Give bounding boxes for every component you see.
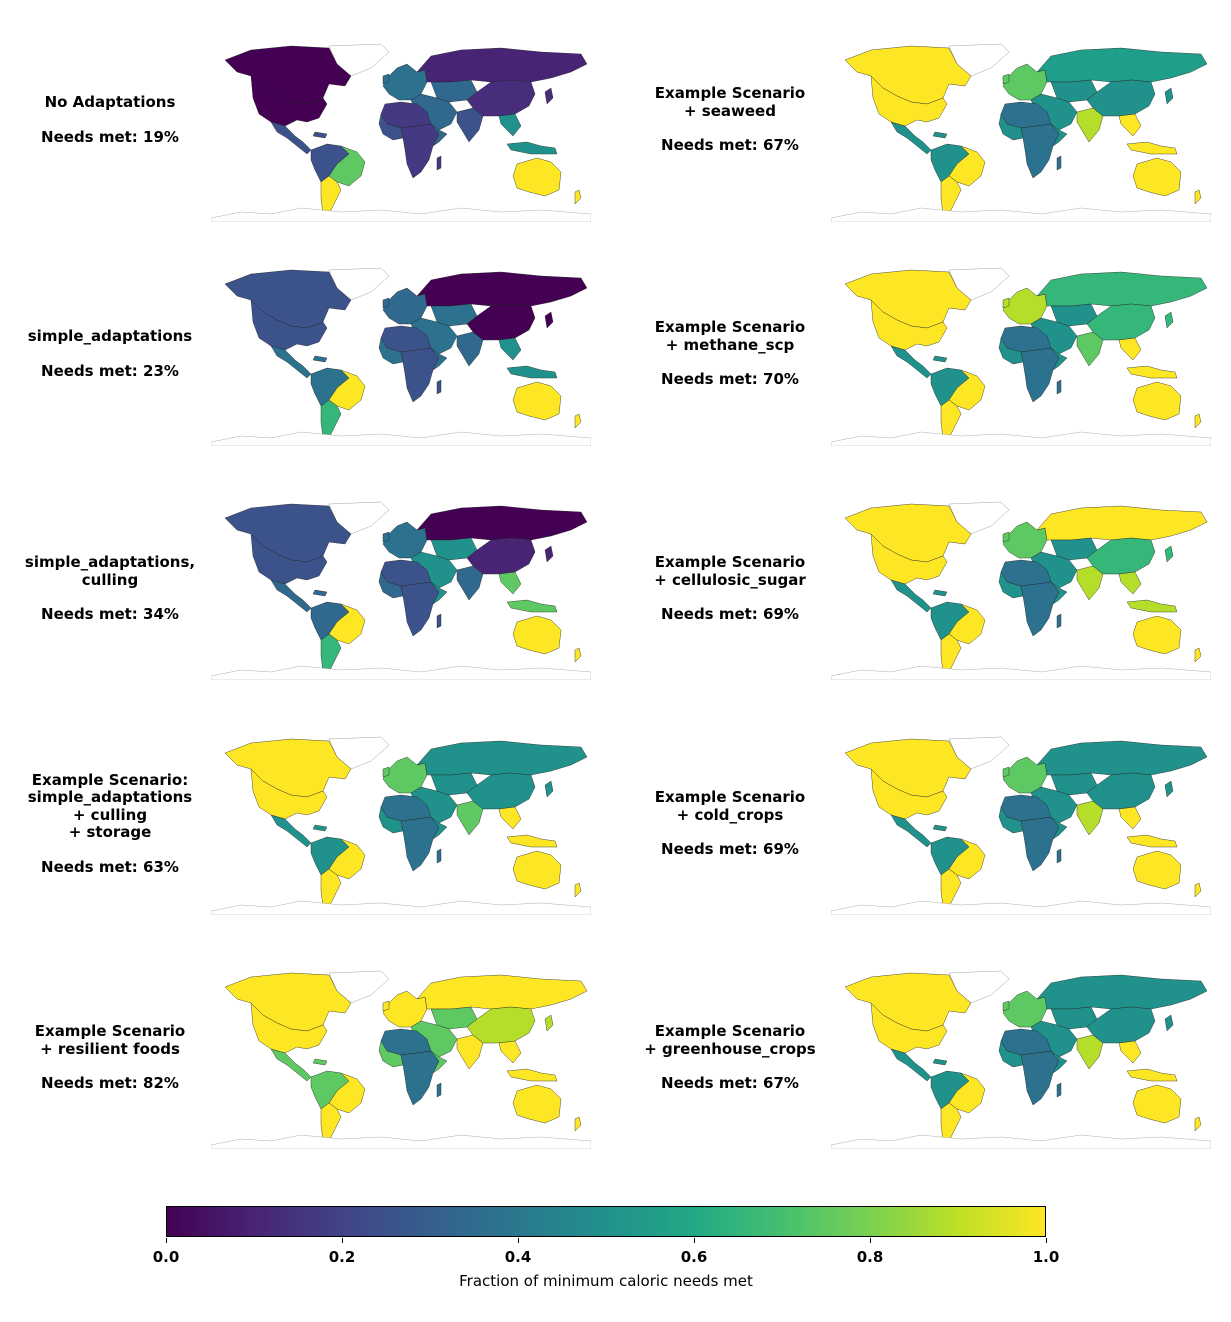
- colorbar-tick-mark: [694, 1238, 695, 1243]
- colorbar: [166, 1206, 1046, 1238]
- colorbar-tick-label: 1.0: [1032, 1248, 1060, 1266]
- panel-title: Example Scenario + resilient foods: [34, 1022, 186, 1058]
- world-map-2: [831, 42, 1211, 222]
- colorbar-tick-label: 0.6: [680, 1248, 708, 1266]
- world-map-9: [211, 969, 591, 1149]
- needs-met-value: Needs met: 19%: [41, 127, 179, 146]
- colorbar-gradient: [166, 1206, 1046, 1237]
- colorbar-tick-mark: [1046, 1238, 1047, 1243]
- colorbar-tick-mark: [166, 1238, 167, 1243]
- colorbar-tick-mark: [518, 1238, 519, 1243]
- colorbar-label: Fraction of minimum caloric needs met: [459, 1272, 753, 1290]
- colorbar-tick-label: 0.2: [328, 1248, 356, 1266]
- panel-label-7: Example Scenario: simple_adaptations + c…: [0, 770, 220, 877]
- panel-label-5: simple_adaptations, culling Needs met: 34…: [0, 554, 220, 624]
- colorbar-tick-mark: [342, 1238, 343, 1243]
- panel-label-4: Example Scenario + methane_scp Needs met:…: [620, 319, 840, 389]
- needs-met-value: Needs met: 69%: [661, 605, 799, 624]
- needs-met-value: Needs met: 63%: [41, 857, 179, 876]
- panel-title: No Adaptations: [44, 93, 176, 111]
- needs-met-value: Needs met: 67%: [661, 136, 799, 155]
- panel-title: Example Scenario + seaweed: [654, 84, 806, 120]
- world-map-5: [211, 500, 591, 680]
- panel-title: Example Scenario: simple_adaptations + c…: [27, 770, 193, 842]
- panel-label-8: Example Scenario + cold_crops Needs met: …: [620, 789, 840, 859]
- panel-label-10: Example Scenario + greenhouse_crops Needs…: [620, 1023, 840, 1093]
- needs-met-value: Needs met: 70%: [661, 370, 799, 389]
- world-map-8: [831, 735, 1211, 915]
- needs-met-value: Needs met: 82%: [41, 1074, 179, 1093]
- needs-met-value: Needs met: 23%: [41, 361, 179, 380]
- colorbar-tick-label: 0.0: [152, 1248, 180, 1266]
- world-map-6: [831, 500, 1211, 680]
- panel-title: Example Scenario + methane_scp: [654, 318, 806, 354]
- panel-label-9: Example Scenario + resilient foods Needs …: [0, 1023, 220, 1093]
- panel-label-1: No Adaptations Needs met: 19%: [0, 93, 220, 146]
- colorbar-tick-label: 0.4: [504, 1248, 532, 1266]
- colorbar-tick-label: 0.8: [856, 1248, 884, 1266]
- panel-label-3: simple_adaptations Needs met: 23%: [0, 327, 220, 380]
- panel-title: simple_adaptations, culling: [24, 553, 196, 589]
- world-map-7: [211, 735, 591, 915]
- world-map-10: [831, 969, 1211, 1149]
- needs-met-value: Needs met: 69%: [661, 840, 799, 859]
- panel-title: Example Scenario + cold_crops: [654, 788, 806, 824]
- panel-title: Example Scenario + cellulosic_sugar: [654, 553, 806, 589]
- world-map-1: [211, 42, 591, 222]
- panel-label-6: Example Scenario + cellulosic_sugar Needs…: [620, 554, 840, 624]
- needs-met-value: Needs met: 34%: [41, 605, 179, 624]
- panel-label-2: Example Scenario + seaweed Needs met: 67%: [620, 85, 840, 155]
- needs-met-value: Needs met: 67%: [661, 1074, 799, 1093]
- colorbar-tick-mark: [870, 1238, 871, 1243]
- world-map-3: [211, 266, 591, 446]
- panel-title: Example Scenario + greenhouse_crops: [644, 1022, 816, 1058]
- panel-title: simple_adaptations: [27, 327, 193, 345]
- world-map-4: [831, 266, 1211, 446]
